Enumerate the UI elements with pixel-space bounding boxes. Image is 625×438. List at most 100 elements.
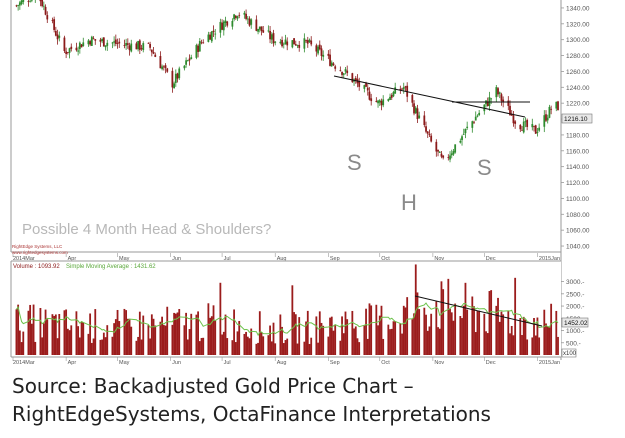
volume-scale-label: x100: [563, 351, 577, 357]
volume-bar: [524, 319, 527, 355]
volume-bar: [18, 330, 21, 355]
candle-body: [212, 30, 215, 33]
candle-body: [236, 16, 239, 19]
candle-body: [466, 126, 469, 128]
volume-bar: [306, 310, 309, 355]
volume-bar: [404, 307, 407, 355]
candle-body: [113, 41, 116, 43]
candle-body: [161, 66, 164, 70]
ma-value: 1431.62: [134, 264, 156, 270]
candle-body: [82, 42, 85, 47]
volume-bar: [366, 338, 369, 355]
volume-bar: [368, 303, 371, 355]
candle-body: [123, 45, 126, 46]
volume-bar: [262, 336, 265, 355]
volume-bar: [78, 337, 81, 355]
pattern-text: Possible 4 Month Head & Shoulders?: [22, 221, 271, 238]
volume-bar: [296, 343, 299, 355]
price-tick-label: 1240.00: [566, 85, 590, 92]
month-label: 2014Mar: [13, 360, 35, 365]
candle-body: [342, 73, 345, 75]
volume-bar: [341, 316, 343, 355]
volume-bar: [150, 314, 153, 355]
candle-body: [68, 48, 71, 53]
volume-bar: [426, 330, 429, 355]
volume-bar: [270, 341, 273, 355]
candle-body: [53, 19, 56, 30]
candle-body: [322, 54, 325, 57]
volume-bar: [147, 325, 150, 355]
candle-body: [281, 39, 283, 47]
candle-body: [128, 45, 131, 51]
candle-body: [507, 100, 510, 106]
volume-bar: [286, 338, 289, 355]
candle-body: [358, 81, 361, 87]
volume-bar: [123, 308, 126, 355]
candle-body: [531, 124, 534, 128]
candle-body: [125, 43, 128, 46]
candle-body: [257, 28, 259, 32]
candle-body: [286, 41, 289, 46]
candle-body: [164, 65, 167, 69]
candle-body: [423, 115, 426, 126]
candle-body: [176, 73, 179, 79]
volume-bar: [186, 339, 189, 355]
candle-body: [521, 129, 523, 131]
volume-bar: [210, 316, 213, 355]
candle-body: [282, 43, 285, 45]
volume-bar: [318, 311, 321, 355]
volume-bar: [162, 325, 165, 355]
candle-body: [478, 112, 481, 116]
volume-bar: [39, 307, 42, 355]
volume-bar: [173, 312, 176, 355]
candle-body: [440, 153, 443, 157]
candle-body: [233, 14, 235, 20]
volume-bar: [377, 325, 379, 355]
candle-body: [80, 44, 83, 48]
volume-bar: [166, 306, 169, 355]
volume-bar: [221, 334, 223, 355]
candle-body: [166, 68, 169, 72]
volume-bar: [394, 320, 397, 355]
volume-bar: [183, 325, 186, 355]
month-label: Nov: [434, 256, 444, 262]
volume-bar: [224, 314, 227, 355]
candle-body: [317, 46, 319, 54]
candle-body: [65, 51, 68, 54]
volume-bar: [543, 309, 546, 355]
last-volume-label: 1452.02: [564, 320, 588, 327]
candle-body: [394, 87, 397, 94]
candle-body: [130, 43, 133, 52]
candle-body: [332, 63, 335, 66]
month-label: Jul: [224, 360, 231, 365]
volume-bar: [382, 338, 385, 355]
volume-bar: [246, 336, 249, 355]
candle-body: [22, 0, 25, 2]
volume-bar: [449, 309, 451, 355]
candle-body: [293, 38, 295, 45]
volume-bar: [452, 320, 455, 355]
candle-body: [183, 65, 186, 69]
candle-body: [473, 121, 475, 123]
volume-bar: [502, 314, 505, 355]
volume-tick-label: 2500.-: [566, 291, 584, 298]
candle-body: [514, 121, 517, 124]
month-label: Sep: [330, 256, 340, 262]
candle-body: [44, 6, 47, 15]
volume-bar: [478, 310, 481, 355]
volume-bar: [214, 320, 217, 355]
candle-body: [248, 18, 251, 26]
volume-bar: [402, 305, 405, 355]
candle-body: [546, 117, 549, 121]
volume-bar: [522, 316, 525, 355]
volume-bar: [233, 309, 235, 355]
volume-bar: [442, 289, 445, 355]
candle-body: [101, 39, 104, 42]
candle-body: [58, 35, 61, 38]
volume-bar: [363, 325, 366, 355]
volume-bar: [413, 313, 415, 355]
volume-bar: [282, 343, 285, 355]
volume-bar: [399, 323, 402, 355]
candle-body: [378, 100, 381, 103]
month-label: Oct: [381, 256, 390, 262]
